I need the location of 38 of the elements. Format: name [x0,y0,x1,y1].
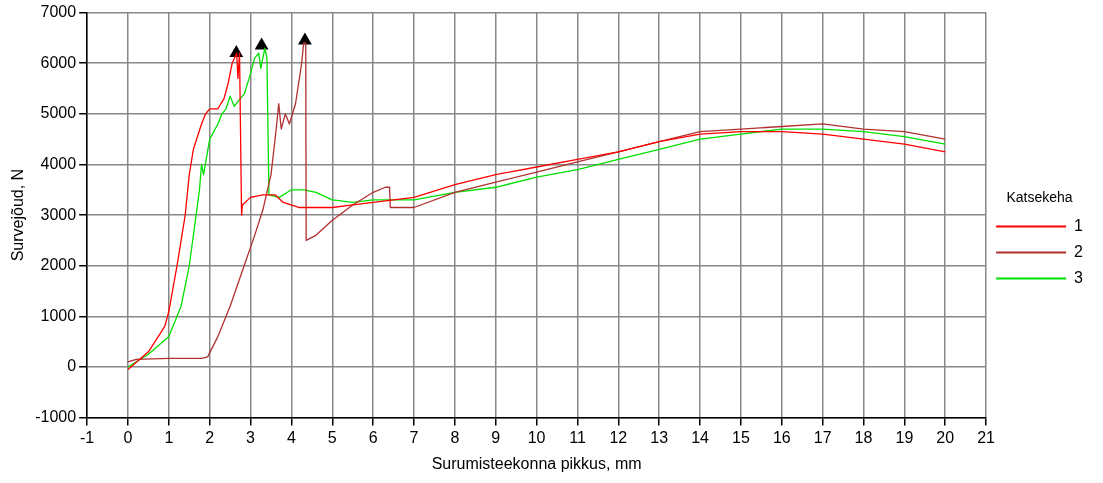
x-tick-label: 17 [813,428,832,446]
x-tick-label: 20 [936,428,955,446]
x-tick-label: 16 [772,428,791,446]
y-axis-title: Survejõud, N [9,168,27,262]
x-tick-label: 9 [491,428,501,446]
x-tick-label: 6 [368,428,378,446]
legend-label: 1 [1074,216,1084,234]
legend-title: Katsekeha [1006,189,1073,206]
x-tick-label: 4 [286,428,296,446]
x-tick-label: 5 [327,428,337,446]
y-tick-label: 3000 [40,205,77,223]
y-tick-label: 4000 [40,154,77,172]
y-tick-label: 2000 [40,256,77,274]
x-tick-label: 13 [650,428,669,446]
x-tick-label: 8 [450,428,460,446]
x-tick-label: 2 [205,428,215,446]
x-tick-label: 1 [164,428,174,446]
x-tick-label: 19 [895,428,914,446]
x-axis-title: Surumisteekonna pikkus, mm [431,454,642,472]
x-tick-label: 10 [527,428,546,446]
y-tick-label: 6000 [40,53,77,71]
y-tick-label: 7000 [40,3,77,21]
x-tick-label: 11 [569,428,586,446]
legend-label: 3 [1074,268,1084,286]
x-tick-label: 21 [977,428,996,446]
x-tick-label: 12 [609,428,628,446]
x-tick-label: 0 [123,428,133,446]
x-tick-label: -1 [80,428,95,446]
y-tick-label: 1000 [40,306,77,324]
y-tick-label: 0 [67,357,77,375]
y-tick-label: 5000 [40,104,77,122]
x-tick-label: 15 [732,428,750,446]
x-tick-label: 18 [854,428,873,446]
x-tick-label: 7 [409,428,419,446]
x-tick-label: 14 [691,428,710,446]
y-tick-label: -1000 [35,408,77,426]
x-tick-label: 3 [246,428,256,446]
legend-label: 2 [1074,242,1084,260]
